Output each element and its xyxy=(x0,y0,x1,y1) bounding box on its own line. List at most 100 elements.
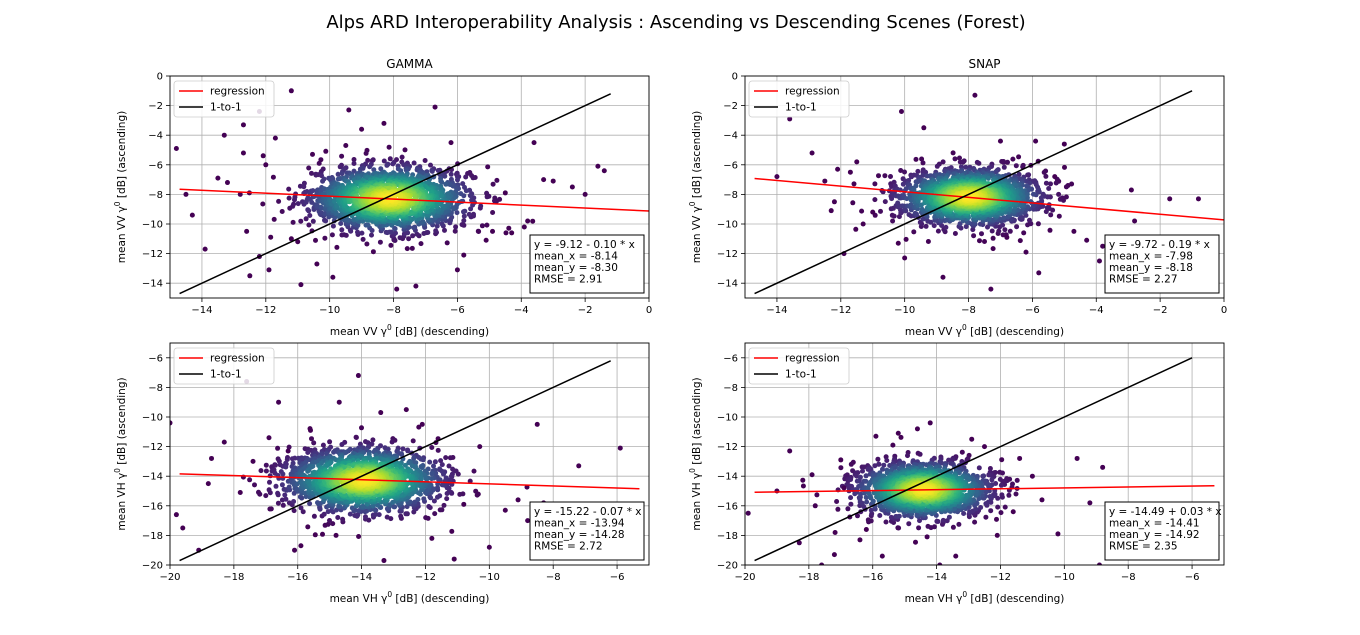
stats-line: mean_x = -8.14 xyxy=(534,251,618,263)
scatter-point xyxy=(260,153,266,159)
scatter-point xyxy=(323,148,329,154)
scatter-point xyxy=(355,229,360,235)
scatter-point xyxy=(266,487,272,493)
scatter-point xyxy=(320,531,325,537)
scatter-point xyxy=(774,174,780,180)
one-to-one-line xyxy=(179,93,611,295)
scatter-point xyxy=(384,514,390,520)
scatter-point xyxy=(1063,194,1069,200)
scatter-point xyxy=(438,458,444,464)
scatter-point xyxy=(298,282,304,288)
y-tick-label: −14 xyxy=(717,279,738,290)
scatter-point xyxy=(252,482,257,488)
scatter-point xyxy=(275,500,281,506)
subplots: −14 −12 −10 −8 −6 −4 −2 0−14−12−10−8−6−4−20GAMM… xyxy=(113,57,1227,605)
scatter-point xyxy=(859,208,865,214)
axes-frame xyxy=(169,75,650,299)
scatter-point xyxy=(1056,213,1062,219)
scatter-point xyxy=(550,178,556,184)
scatter-point xyxy=(432,104,438,110)
scatter-point xyxy=(375,502,381,508)
scatter-point xyxy=(459,222,465,228)
scatter-point xyxy=(582,191,588,197)
scatter-point xyxy=(912,210,918,216)
scatter-point xyxy=(601,168,607,174)
scatter-point xyxy=(258,468,264,474)
scatter-point xyxy=(1004,234,1010,240)
scatter-point xyxy=(275,445,281,451)
scatter-point xyxy=(267,479,272,485)
scatter-point xyxy=(521,224,527,230)
scatter-point xyxy=(908,202,914,208)
scatter-point xyxy=(305,468,311,474)
scatter-point xyxy=(1046,186,1052,191)
scatter-point xyxy=(310,218,316,224)
scatter-point xyxy=(189,212,195,218)
stats-line: y = -9.12 - 0.10 * x xyxy=(534,239,635,251)
scatter-point xyxy=(365,222,371,228)
scatter-point xyxy=(997,138,1003,144)
scatter-point xyxy=(853,226,859,232)
scatter-point xyxy=(828,208,834,214)
scatter-point xyxy=(898,168,904,173)
scatter-point xyxy=(1052,174,1058,180)
scatter-point xyxy=(272,135,278,141)
scatter-point xyxy=(478,203,484,209)
scatter-point xyxy=(475,228,481,234)
scatter-point xyxy=(455,177,460,183)
scatter-point xyxy=(339,442,345,447)
scatter-point xyxy=(903,236,909,242)
scatter-point xyxy=(202,246,208,252)
scatter-point xyxy=(1027,217,1032,223)
scatter-point xyxy=(935,228,941,234)
scatter-point xyxy=(448,473,454,479)
scatter-point xyxy=(279,482,285,488)
scatter-point xyxy=(1016,171,1022,177)
scatter-point xyxy=(940,274,946,280)
scatter-point xyxy=(963,224,969,230)
y-tick-label: −2 xyxy=(148,101,163,112)
scatter-point xyxy=(284,457,290,462)
scatter-point xyxy=(990,246,996,252)
scatter-point xyxy=(463,188,469,194)
scatter-point xyxy=(952,156,958,162)
figure-title: Alps ARD Interoperability Analysis : Asc… xyxy=(326,12,1025,33)
scatter-point xyxy=(509,230,515,236)
scatter-point xyxy=(428,162,433,168)
scatter-point xyxy=(411,455,417,461)
scatter-point xyxy=(1031,191,1036,197)
scatter-point xyxy=(1036,270,1042,276)
scatter-point xyxy=(903,186,909,192)
x-tick-label: −4 xyxy=(1089,305,1104,316)
scatter-point xyxy=(906,212,912,218)
scatter-point xyxy=(1047,227,1053,233)
scatter-point xyxy=(971,233,977,239)
scatter-point xyxy=(435,447,441,453)
scatter-point xyxy=(282,492,288,498)
stats-line: mean_y = -8.30 xyxy=(534,262,618,274)
scatter-point xyxy=(286,186,292,192)
scatter-point xyxy=(307,213,313,218)
scatter-point xyxy=(444,240,450,246)
scatter-point xyxy=(469,197,475,203)
scatter-point xyxy=(321,511,327,517)
scatter-point xyxy=(307,501,313,507)
subplot-title: GAMMA xyxy=(386,57,433,71)
scatter-point xyxy=(870,209,876,215)
scatter-point xyxy=(330,521,336,527)
scatter-point xyxy=(330,274,336,280)
scatter-point xyxy=(309,436,314,442)
scatter-point xyxy=(902,207,908,213)
scatter-point xyxy=(448,140,454,146)
scatter-point xyxy=(888,174,893,179)
x-axis-label: mean VV γ0 [dB] (descending) xyxy=(330,323,489,338)
scatter-point xyxy=(1013,163,1019,169)
scatter-point xyxy=(977,238,982,244)
scatter-point xyxy=(934,163,940,169)
scatter-point xyxy=(405,448,411,454)
scatter-point xyxy=(1057,196,1063,202)
scatter-point xyxy=(399,452,405,457)
scatter-point xyxy=(356,210,361,216)
scatter-point xyxy=(461,213,467,219)
